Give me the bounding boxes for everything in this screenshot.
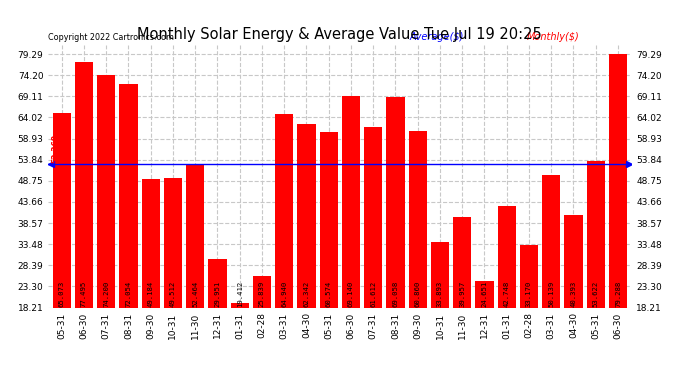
Bar (542, 175, 560, 308)
Bar (520, 246, 538, 308)
Text: 24.651: 24.651 (482, 280, 487, 307)
Text: Average($): Average($) (410, 32, 464, 42)
Bar (75, 62, 93, 308)
Bar (119, 84, 137, 308)
Text: 53.622: 53.622 (593, 280, 599, 307)
Bar (453, 217, 471, 308)
Text: 33.170: 33.170 (526, 280, 532, 307)
Title: Monthly Solar Energy & Average Value Tue Jul 19 20:25: Monthly Solar Energy & Average Value Tue… (137, 27, 542, 42)
Text: 33.893: 33.893 (437, 280, 443, 307)
Bar (253, 276, 271, 308)
Text: 69.058: 69.058 (393, 280, 398, 307)
Bar (475, 281, 493, 308)
Bar (431, 243, 449, 308)
Text: Copyright 2022 Cartronics.com: Copyright 2022 Cartronics.com (48, 33, 175, 42)
Text: 60.574: 60.574 (326, 280, 332, 307)
Bar (408, 130, 427, 308)
Bar (564, 216, 582, 308)
Bar (586, 160, 605, 308)
Bar (609, 54, 627, 307)
Bar (186, 165, 204, 308)
Text: 52.368: 52.368 (619, 134, 628, 162)
Text: 49.512: 49.512 (170, 280, 176, 307)
Text: 69.140: 69.140 (348, 280, 354, 307)
Text: 52.368: 52.368 (52, 134, 61, 162)
Bar (297, 124, 315, 308)
Text: 60.860: 60.860 (415, 280, 421, 307)
Bar (497, 206, 516, 308)
Bar (386, 97, 404, 308)
Text: 62.342: 62.342 (304, 280, 309, 307)
Bar (164, 178, 182, 308)
Text: 61.612: 61.612 (371, 280, 376, 307)
Text: 65.073: 65.073 (59, 280, 65, 307)
Text: 64.940: 64.940 (282, 280, 287, 307)
Bar (208, 259, 226, 308)
Bar (141, 179, 160, 308)
Text: 42.748: 42.748 (504, 280, 510, 307)
Bar (275, 114, 293, 308)
Text: Monthly($): Monthly($) (526, 32, 579, 42)
Text: 77.495: 77.495 (81, 280, 87, 307)
Text: 19.412: 19.412 (237, 280, 243, 307)
Text: 52.464: 52.464 (193, 280, 198, 307)
Text: 49.184: 49.184 (148, 280, 154, 307)
Text: 29.951: 29.951 (215, 280, 220, 307)
Text: 40.393: 40.393 (571, 280, 576, 307)
Text: 25.839: 25.839 (259, 280, 265, 307)
Bar (230, 303, 249, 307)
Text: 50.139: 50.139 (549, 280, 554, 307)
Text: 39.957: 39.957 (460, 280, 465, 307)
Bar (52, 113, 71, 308)
Bar (364, 128, 382, 308)
Bar (319, 132, 338, 308)
Bar (342, 96, 360, 308)
Text: 72.054: 72.054 (126, 280, 131, 307)
Bar (97, 75, 115, 308)
Text: 79.288: 79.288 (615, 280, 621, 307)
Text: 74.200: 74.200 (104, 280, 109, 307)
